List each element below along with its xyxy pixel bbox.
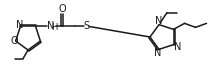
Text: N: N xyxy=(155,16,163,26)
Text: N: N xyxy=(154,48,162,58)
Text: H: H xyxy=(51,23,57,32)
Text: N: N xyxy=(47,21,54,32)
Text: N: N xyxy=(16,20,23,30)
Text: S: S xyxy=(83,21,90,32)
Text: N: N xyxy=(174,42,181,52)
Text: O: O xyxy=(11,36,19,46)
Text: O: O xyxy=(59,5,66,14)
